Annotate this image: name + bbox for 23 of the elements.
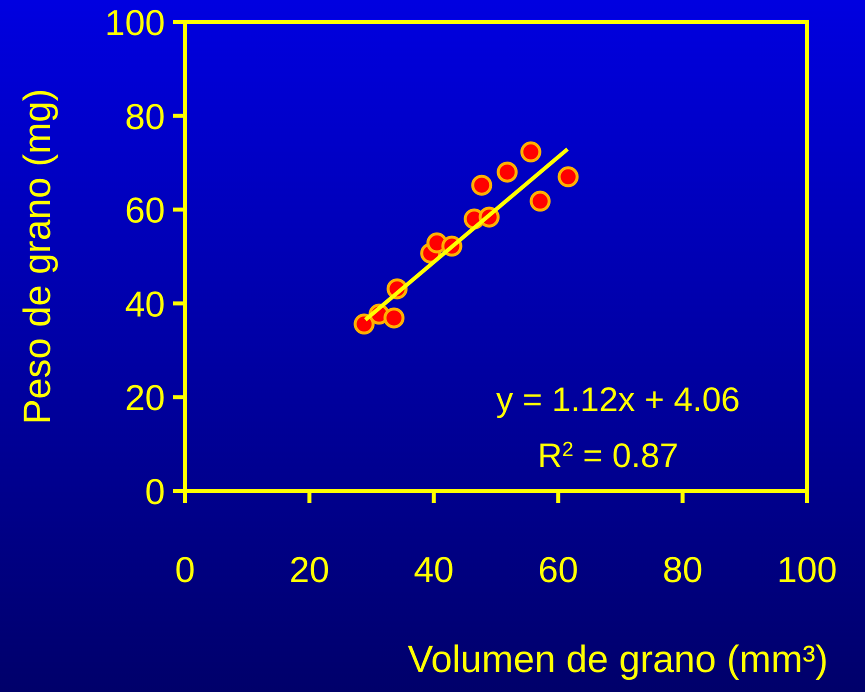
y-tick-label: 100 — [104, 2, 165, 43]
x-tick-label: 40 — [414, 549, 454, 590]
point — [354, 314, 375, 335]
point — [496, 162, 518, 183]
y-tick-label: 40 — [124, 283, 165, 324]
y-tick-label: 0 — [144, 471, 165, 512]
x-tick-label: 80 — [662, 549, 703, 590]
y-axis-title: Peso de grano (mg) — [17, 88, 59, 424]
x-tick-label: 0 — [174, 549, 196, 590]
y-tick-label: 20 — [124, 377, 165, 418]
y-tick-label: 80 — [124, 96, 165, 137]
point — [520, 141, 542, 162]
x-tick-label: 100 — [776, 549, 838, 590]
point — [530, 190, 551, 212]
point — [383, 307, 404, 328]
point — [558, 166, 579, 188]
annotation: R$^{2}$ = 0.87 — [538, 437, 678, 475]
point — [471, 174, 492, 196]
x-tick-label: 20 — [289, 549, 330, 590]
x-axis-title: Volumen de grano (mm³) — [408, 639, 828, 681]
x-tick-label: 60 — [538, 549, 578, 590]
annotation: y = 1.12x + 4.06 — [496, 381, 740, 419]
y-tick-label: 60 — [124, 190, 165, 231]
